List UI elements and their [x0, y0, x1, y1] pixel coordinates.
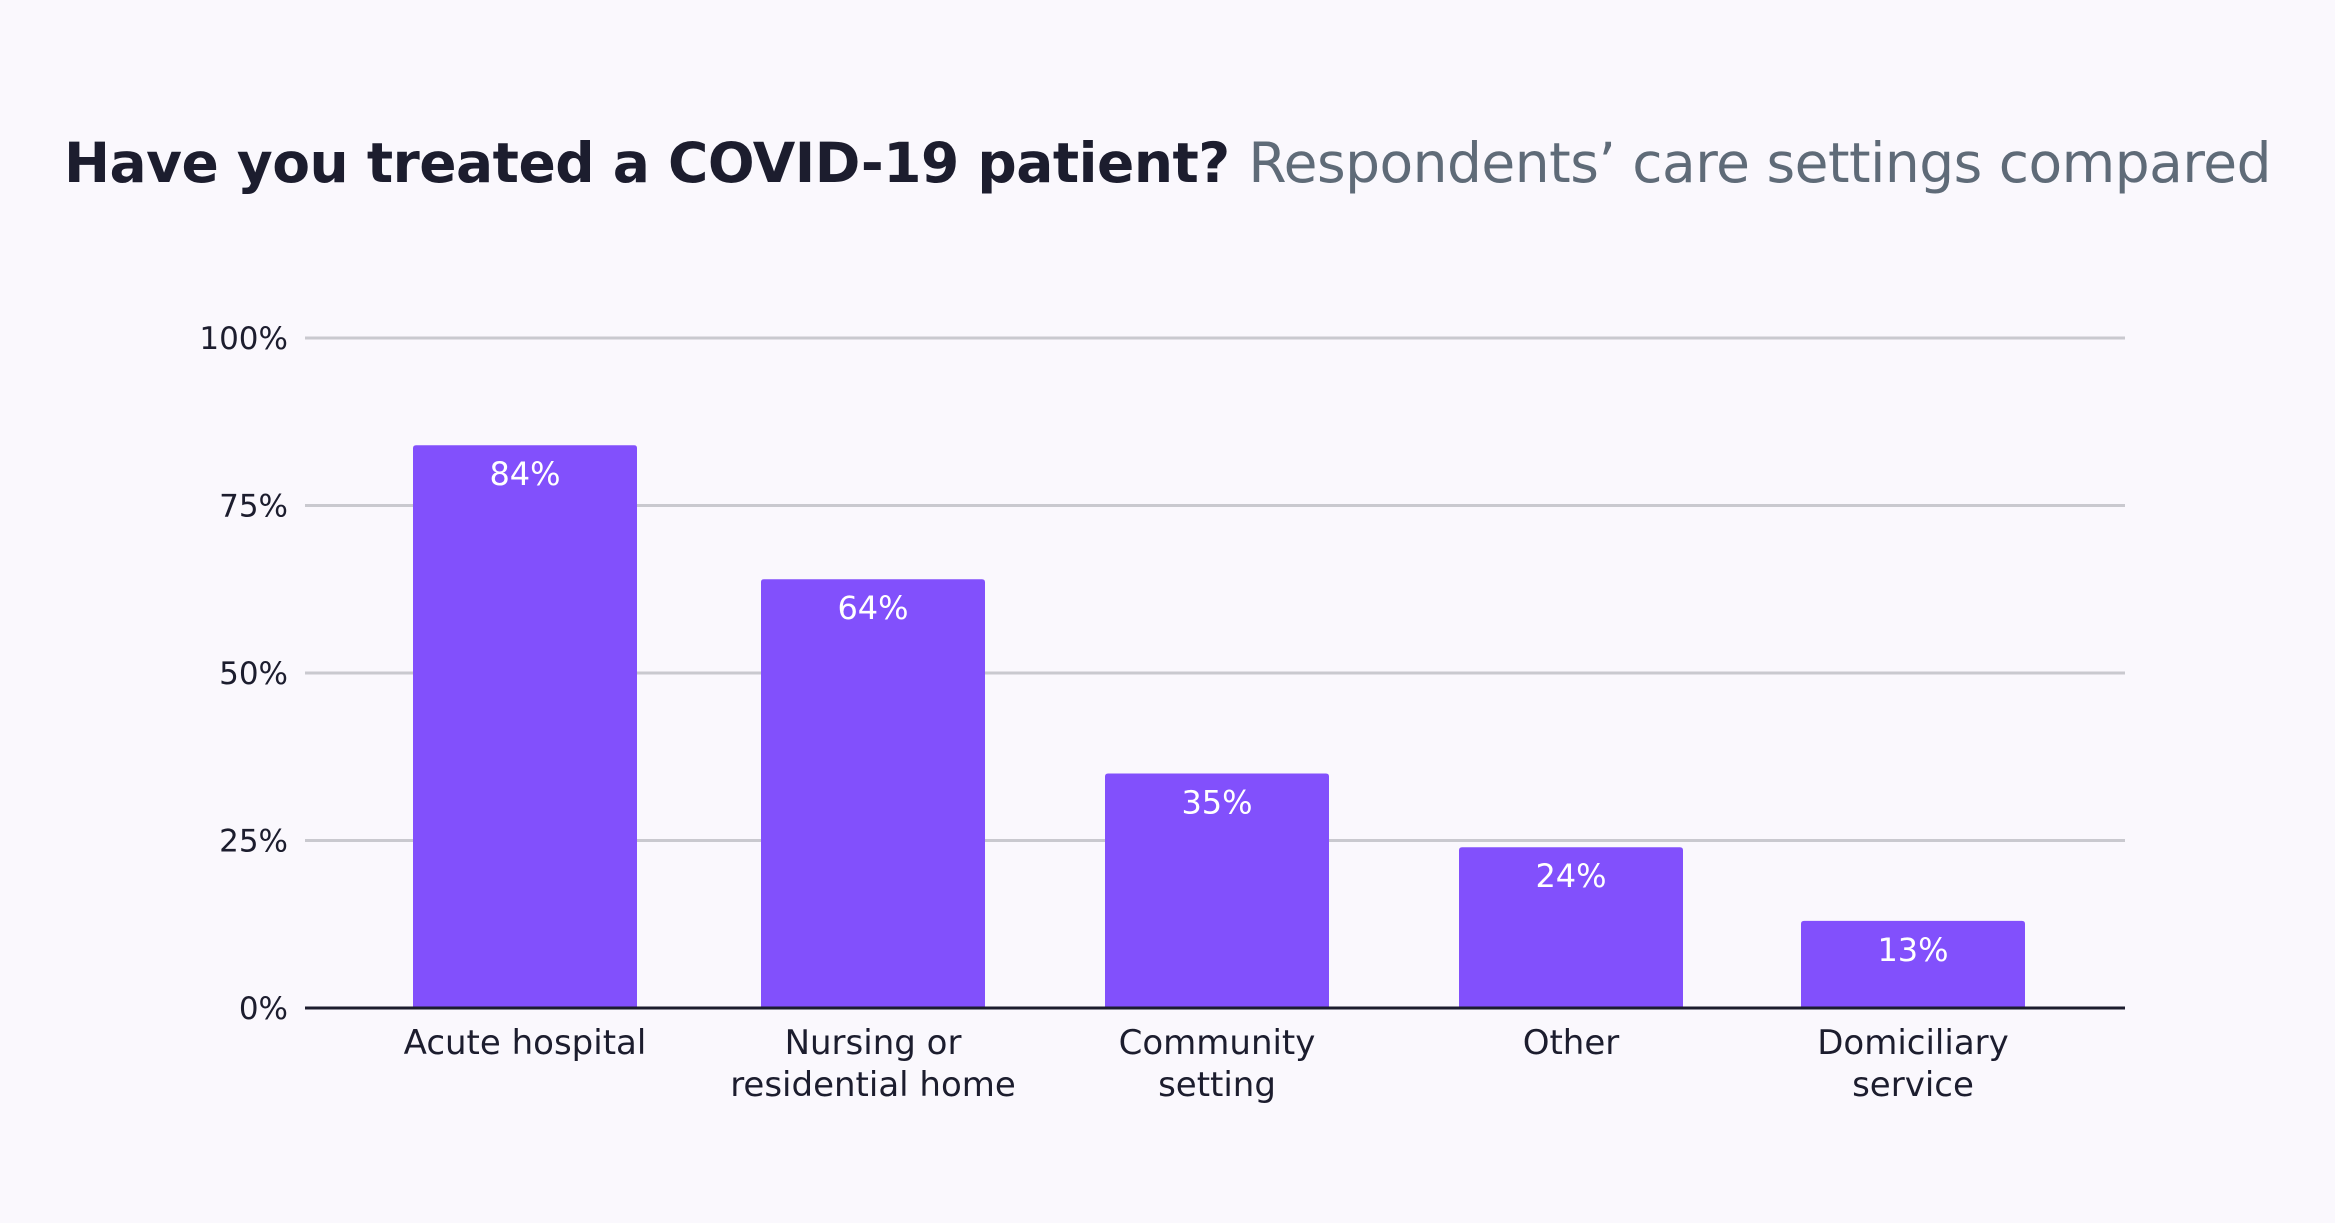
bar-value-label: 64% — [837, 589, 908, 627]
chart-subtitle: Respondents’ care settings compared — [1248, 131, 2272, 195]
x-category-label-line: residential home — [730, 1065, 1016, 1105]
x-category-label: Community setting — [1119, 1023, 1316, 1105]
bar — [413, 445, 637, 1008]
bar — [1105, 773, 1329, 1008]
x-category-label-line: Domiciliary — [1817, 1023, 2009, 1063]
x-category-label: Domiciliary service — [1817, 1023, 2009, 1105]
x-category-label-line: Acute hospital — [404, 1023, 647, 1063]
bar-value-label: 84% — [489, 455, 560, 493]
y-tick-label: 100% — [199, 321, 288, 357]
x-category-label-line: Nursing or — [785, 1023, 962, 1063]
bar-value-label: 35% — [1181, 784, 1252, 822]
y-tick-label: 75% — [219, 489, 288, 525]
x-category-label-line: Community — [1119, 1023, 1316, 1063]
bar — [1801, 920, 2025, 1008]
x-category-label: Acute hospital — [404, 1023, 647, 1063]
bar-value-label: 24% — [1535, 857, 1606, 895]
y-tick-label: 25% — [219, 824, 288, 860]
bar — [761, 579, 985, 1008]
y-tick-label: 50% — [219, 656, 288, 692]
x-category-label-line: setting — [1158, 1065, 1276, 1105]
y-tick-label: 0% — [239, 991, 288, 1027]
bar-value-label: 13% — [1877, 931, 1948, 969]
x-category-label-line: service — [1852, 1065, 1974, 1105]
chart-title: Have you treated a COVID-19 patient? Res… — [0, 118, 2335, 208]
chart-title-main: Have you treated a COVID-19 patient? — [63, 131, 1230, 195]
x-category-label: Nursing or residential home — [730, 1023, 1016, 1105]
x-category-label-line: Other — [1523, 1023, 1620, 1063]
x-category-label: Other — [1523, 1023, 1620, 1063]
bar — [1459, 847, 1683, 1008]
